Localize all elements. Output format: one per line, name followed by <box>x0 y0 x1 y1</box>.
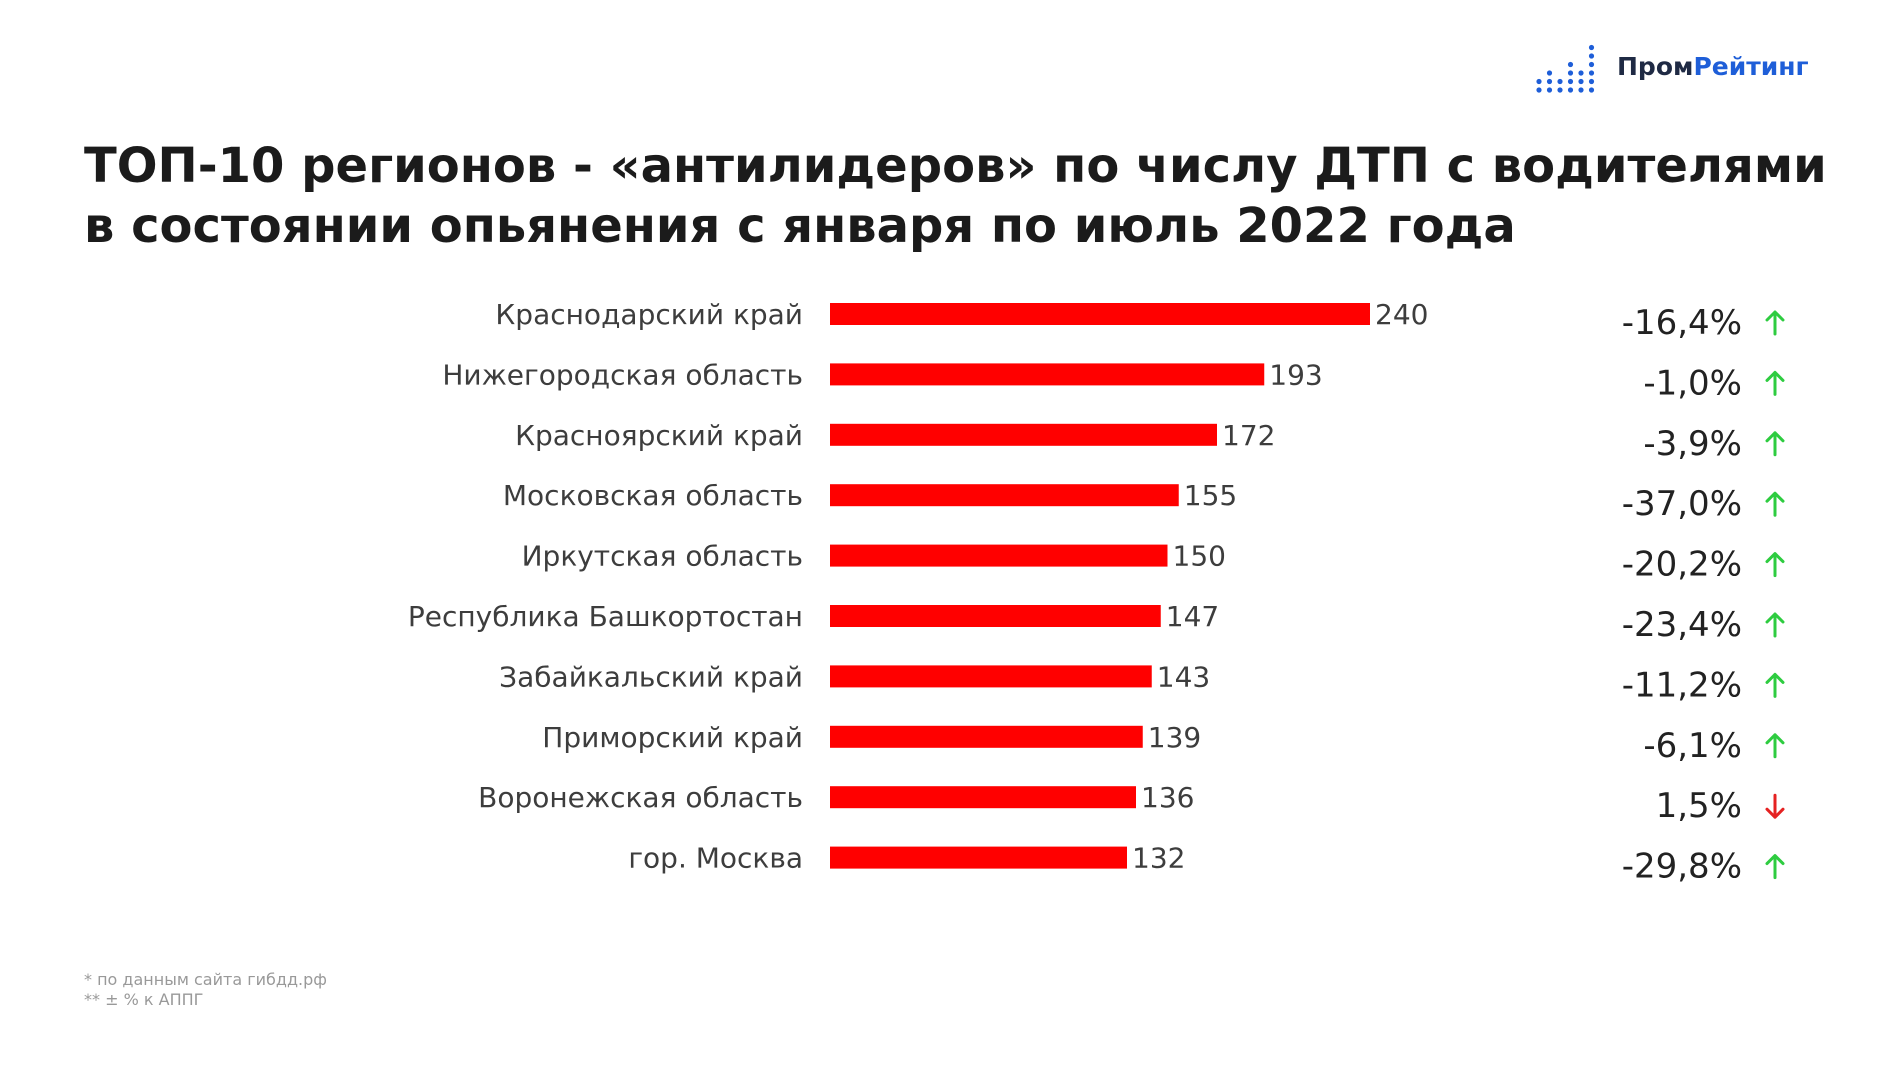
chart-title-line1: ТОП-10 регионов - «антилидеров» по числу… <box>84 138 1827 194</box>
data-label: 132 <box>1132 842 1185 875</box>
logo-dot <box>1546 70 1553 76</box>
data-label: 240 <box>1375 298 1428 331</box>
data-label: 172 <box>1222 419 1275 452</box>
change-label: -29,8% <box>1622 847 1742 887</box>
dot-matrix-bars-icon <box>1536 44 1595 93</box>
category-label: Краснодарский край <box>495 298 803 331</box>
change-label: -3,9% <box>1643 424 1742 464</box>
chart-title-line2: в состоянии опьянения с января по июль 2… <box>84 198 1516 254</box>
category-label: Нижегородская область <box>442 358 803 391</box>
bar <box>830 484 1179 507</box>
arrow-up-icon <box>1765 612 1785 638</box>
category-label: Забайкальский край <box>499 660 803 693</box>
logo-dot <box>1578 70 1584 76</box>
category-label: Воронежская область <box>478 781 803 814</box>
data-label: 155 <box>1184 479 1237 512</box>
logo-dot <box>1557 87 1563 93</box>
arrow-up-icon <box>1765 672 1785 698</box>
logo-dot <box>1557 78 1563 85</box>
logo-dot <box>1536 87 1542 93</box>
logo-dot <box>1588 70 1595 76</box>
change-label: -23,4% <box>1622 605 1742 645</box>
logo-dot <box>1567 87 1574 93</box>
category-label: Московская область <box>503 479 803 512</box>
brand-logo: ПромРейтинг <box>1535 38 1809 94</box>
data-label: 193 <box>1269 358 1322 391</box>
change-label: -11,2% <box>1622 665 1742 705</box>
bar <box>830 423 1217 446</box>
logo-dot <box>1567 61 1574 68</box>
arrow-up-icon <box>1765 310 1785 336</box>
logo-dot <box>1578 78 1584 85</box>
brand-name-part2: Рейтинг <box>1693 51 1809 81</box>
bar <box>830 303 1370 325</box>
logo-dot <box>1567 78 1574 85</box>
arrow-up-icon <box>1765 431 1785 457</box>
arrow-up-icon <box>1765 552 1785 578</box>
bar-chart: Краснодарский край 240 -16,4% Нижегородская… <box>408 298 1785 887</box>
change-label: 1,5% <box>1656 786 1742 826</box>
logo-dot <box>1546 78 1553 85</box>
logo-dot <box>1536 78 1542 85</box>
data-label: 143 <box>1157 660 1210 693</box>
logo-dot <box>1546 87 1553 93</box>
category-label: Красноярский край <box>515 419 803 452</box>
category-label: Иркутская область <box>522 540 803 573</box>
logo-dot <box>1578 87 1584 93</box>
change-label: -20,2% <box>1622 545 1742 585</box>
logo-dot <box>1588 87 1595 93</box>
chart-title: ТОП-10 регионов - «антилидеров» по числу… <box>84 136 1844 256</box>
arrow-up-icon <box>1765 733 1785 759</box>
footnotes: * по данным сайта гибдд.рф ** ± % к АППГ <box>84 970 327 1010</box>
arrow-up-icon <box>1765 491 1785 517</box>
footnote-comparison: ** ± % к АППГ <box>84 990 204 1009</box>
bar <box>830 846 1127 869</box>
data-label: 136 <box>1141 781 1194 814</box>
change-label: -16,4% <box>1622 303 1742 343</box>
bar <box>830 363 1265 386</box>
logo-dot <box>1588 61 1595 68</box>
category-label: Республика Башкортостан <box>408 600 803 633</box>
data-label: 139 <box>1148 721 1201 754</box>
arrow-up-icon <box>1765 854 1785 880</box>
bar <box>830 665 1152 688</box>
bar <box>830 605 1161 627</box>
bar <box>830 786 1136 809</box>
category-label: гор. Москва <box>628 842 803 875</box>
category-label: Приморский край <box>542 721 803 754</box>
arrow-down-icon <box>1765 793 1785 819</box>
change-label: -6,1% <box>1643 726 1742 766</box>
change-label: -1,0% <box>1643 363 1742 403</box>
logo-dot <box>1567 70 1574 76</box>
arrow-up-icon <box>1765 370 1785 396</box>
bar <box>830 725 1143 748</box>
footnote-source: * по данным сайта гибдд.рф <box>84 970 327 989</box>
logo-dot <box>1588 53 1595 59</box>
data-label: 150 <box>1173 540 1226 573</box>
bar <box>830 544 1168 567</box>
logo-dot <box>1588 44 1595 51</box>
data-label: 147 <box>1166 600 1219 633</box>
brand-name-part1: Пром <box>1617 51 1694 81</box>
brand-name: ПромРейтинг <box>1617 52 1809 81</box>
logo-dot <box>1588 78 1595 85</box>
change-label: -37,0% <box>1622 484 1742 524</box>
